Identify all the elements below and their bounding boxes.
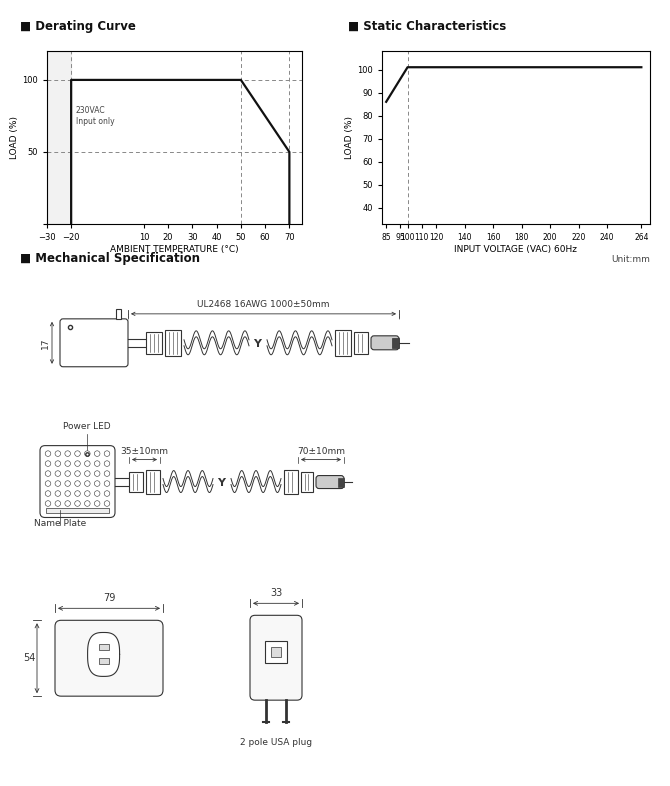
Circle shape: [84, 490, 90, 496]
Circle shape: [74, 490, 80, 496]
Circle shape: [94, 490, 100, 496]
Circle shape: [105, 461, 110, 466]
Circle shape: [94, 451, 100, 457]
Circle shape: [74, 471, 80, 476]
Circle shape: [45, 471, 51, 476]
Bar: [47, 51, 71, 224]
Bar: [146, 332, 162, 354]
FancyBboxPatch shape: [250, 615, 302, 700]
Bar: [271, 647, 281, 657]
Bar: [265, 641, 287, 663]
Text: 2 pole USA plug: 2 pole USA plug: [240, 738, 312, 747]
Text: Y: Y: [217, 478, 225, 487]
Bar: [129, 472, 143, 491]
X-axis label: INPUT VOLTAGE (VAC) 60Hz: INPUT VOLTAGE (VAC) 60Hz: [454, 244, 578, 254]
Circle shape: [65, 481, 70, 487]
Circle shape: [94, 471, 100, 476]
Bar: [46, 508, 109, 513]
Circle shape: [105, 451, 110, 457]
Bar: [392, 338, 399, 347]
Bar: [146, 469, 160, 494]
Circle shape: [74, 501, 80, 506]
Text: 79: 79: [103, 593, 115, 604]
Bar: [165, 330, 181, 356]
Text: 230VAC
Input only: 230VAC Input only: [76, 106, 115, 126]
Circle shape: [45, 501, 51, 506]
Circle shape: [94, 461, 100, 466]
FancyBboxPatch shape: [55, 620, 163, 696]
Circle shape: [74, 481, 80, 487]
Bar: [98, 659, 109, 664]
Circle shape: [65, 501, 70, 506]
Circle shape: [55, 490, 60, 496]
Bar: [98, 645, 109, 651]
Circle shape: [45, 451, 51, 457]
Circle shape: [45, 461, 51, 466]
Bar: [354, 332, 368, 354]
Circle shape: [84, 471, 90, 476]
Y-axis label: LOAD (%): LOAD (%): [10, 116, 19, 159]
Circle shape: [84, 501, 90, 506]
Circle shape: [105, 501, 110, 506]
Circle shape: [105, 471, 110, 476]
Circle shape: [45, 481, 51, 487]
FancyBboxPatch shape: [316, 476, 344, 489]
Circle shape: [65, 461, 70, 466]
Circle shape: [65, 451, 70, 457]
Text: 17: 17: [40, 337, 50, 348]
Text: 54: 54: [23, 653, 36, 663]
Circle shape: [65, 490, 70, 496]
Circle shape: [55, 481, 60, 487]
Text: Y: Y: [253, 339, 261, 349]
Circle shape: [65, 471, 70, 476]
Bar: [116, 309, 121, 319]
Bar: [338, 478, 344, 487]
Y-axis label: LOAD (%): LOAD (%): [345, 116, 354, 159]
Text: ■ Mechanical Specification: ■ Mechanical Specification: [20, 252, 200, 265]
Bar: [301, 472, 313, 491]
Text: ■ Static Characteristics: ■ Static Characteristics: [348, 20, 507, 33]
Circle shape: [105, 481, 110, 487]
Circle shape: [84, 461, 90, 466]
Circle shape: [55, 451, 60, 457]
Circle shape: [94, 481, 100, 487]
Text: 70±10mm: 70±10mm: [297, 446, 345, 456]
Text: Name Plate: Name Plate: [34, 520, 86, 528]
Text: Unit:mm: Unit:mm: [611, 255, 650, 264]
FancyBboxPatch shape: [60, 319, 128, 367]
Circle shape: [55, 471, 60, 476]
Text: UL2468 16AWG 1000±50mm: UL2468 16AWG 1000±50mm: [197, 300, 330, 309]
Bar: [284, 469, 298, 494]
Circle shape: [84, 451, 90, 457]
Circle shape: [45, 490, 51, 496]
Circle shape: [105, 490, 110, 496]
Text: ■ Derating Curve: ■ Derating Curve: [20, 20, 136, 33]
FancyBboxPatch shape: [371, 336, 399, 350]
Circle shape: [55, 501, 60, 506]
Text: 33: 33: [270, 589, 282, 598]
X-axis label: AMBIENT TEMPERATURE (°C): AMBIENT TEMPERATURE (°C): [110, 244, 239, 254]
Circle shape: [84, 481, 90, 487]
Circle shape: [74, 451, 80, 457]
FancyBboxPatch shape: [40, 446, 115, 517]
Circle shape: [94, 501, 100, 506]
Circle shape: [74, 461, 80, 466]
Polygon shape: [88, 633, 120, 677]
Bar: [335, 330, 351, 356]
Text: Power LED: Power LED: [63, 421, 111, 431]
Text: 35±10mm: 35±10mm: [121, 446, 168, 456]
Circle shape: [55, 461, 60, 466]
